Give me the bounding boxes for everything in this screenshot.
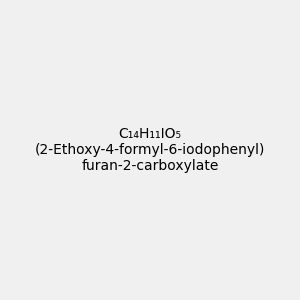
Text: C₁₄H₁₁IO₅
(2-Ethoxy-4-formyl-6-iodophenyl)
furan-2-carboxylate: C₁₄H₁₁IO₅ (2-Ethoxy-4-formyl-6-iodopheny… [35, 127, 265, 173]
